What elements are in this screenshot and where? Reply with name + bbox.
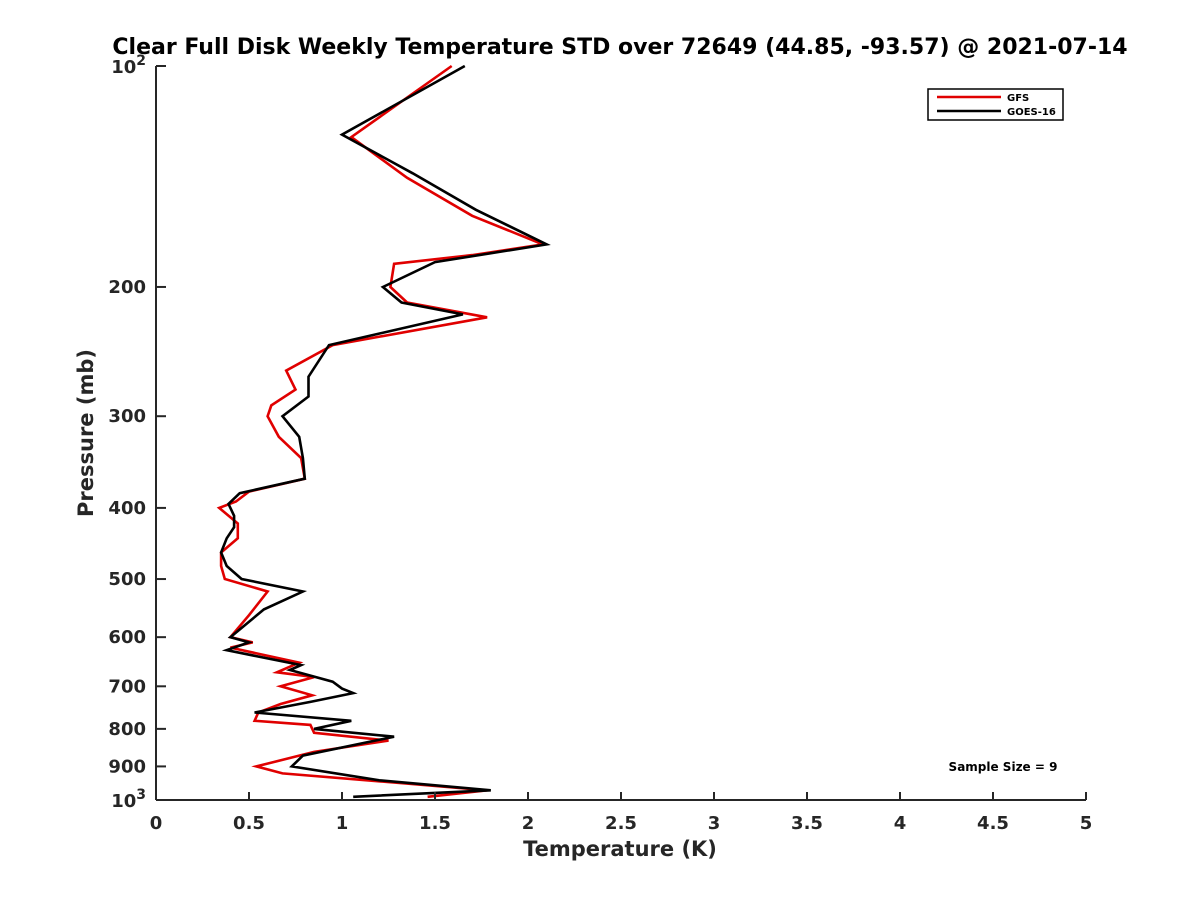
x-tick-label: 2.5 — [605, 813, 637, 834]
x-tick-label: 4 — [894, 813, 907, 834]
y-tick-label: 800 — [108, 719, 146, 740]
y-tick-label: 600 — [108, 627, 146, 648]
y-tick-label: 200 — [108, 277, 146, 298]
chart-title: Clear Full Disk Weekly Temperature STD o… — [112, 35, 1127, 60]
x-tick-label: 3.5 — [791, 813, 823, 834]
x-tick-label: 0.5 — [233, 813, 265, 834]
x-tick-label: 1 — [336, 813, 349, 834]
x-tick-label: 3 — [708, 813, 721, 834]
x-tick-label: 0 — [150, 813, 163, 834]
series-line-goes-16 — [219, 64, 551, 799]
legend-box — [927, 88, 1064, 121]
sample-size-annotation: Sample Size = 9 — [949, 760, 1058, 774]
y-tick-label: 500 — [108, 569, 146, 590]
x-tick-label: 2 — [522, 813, 535, 834]
x-axis-label: Temperature (K) — [523, 837, 717, 861]
series-line-gfs — [216, 64, 548, 799]
y-decade-tick-label: 103 — [111, 787, 146, 812]
x-tick-label: 1.5 — [419, 813, 451, 834]
x-tick-label: 5 — [1080, 813, 1093, 834]
y-tick-label: 900 — [108, 756, 146, 777]
y-tick-label: 700 — [108, 676, 146, 697]
x-tick-label: 4.5 — [977, 813, 1009, 834]
ticks-layer: 0 0.5 1 1.5 2 2.5 3 3.5 4 4.5 5 200 300 400 500 600 700 8… — [108, 53, 1092, 834]
y-axis-label: Pressure (mb) — [74, 349, 98, 517]
legend-label-gfs: GFS — [1007, 93, 1029, 104]
legend: GFS GOES-16 — [927, 88, 1064, 121]
series-layer — [216, 64, 551, 799]
y-tick-label: 400 — [108, 498, 146, 519]
y-tick-label: 300 — [108, 406, 146, 427]
legend-label-goes-16: GOES-16 — [1007, 107, 1056, 118]
y-decade-tick-label: 102 — [111, 53, 146, 78]
